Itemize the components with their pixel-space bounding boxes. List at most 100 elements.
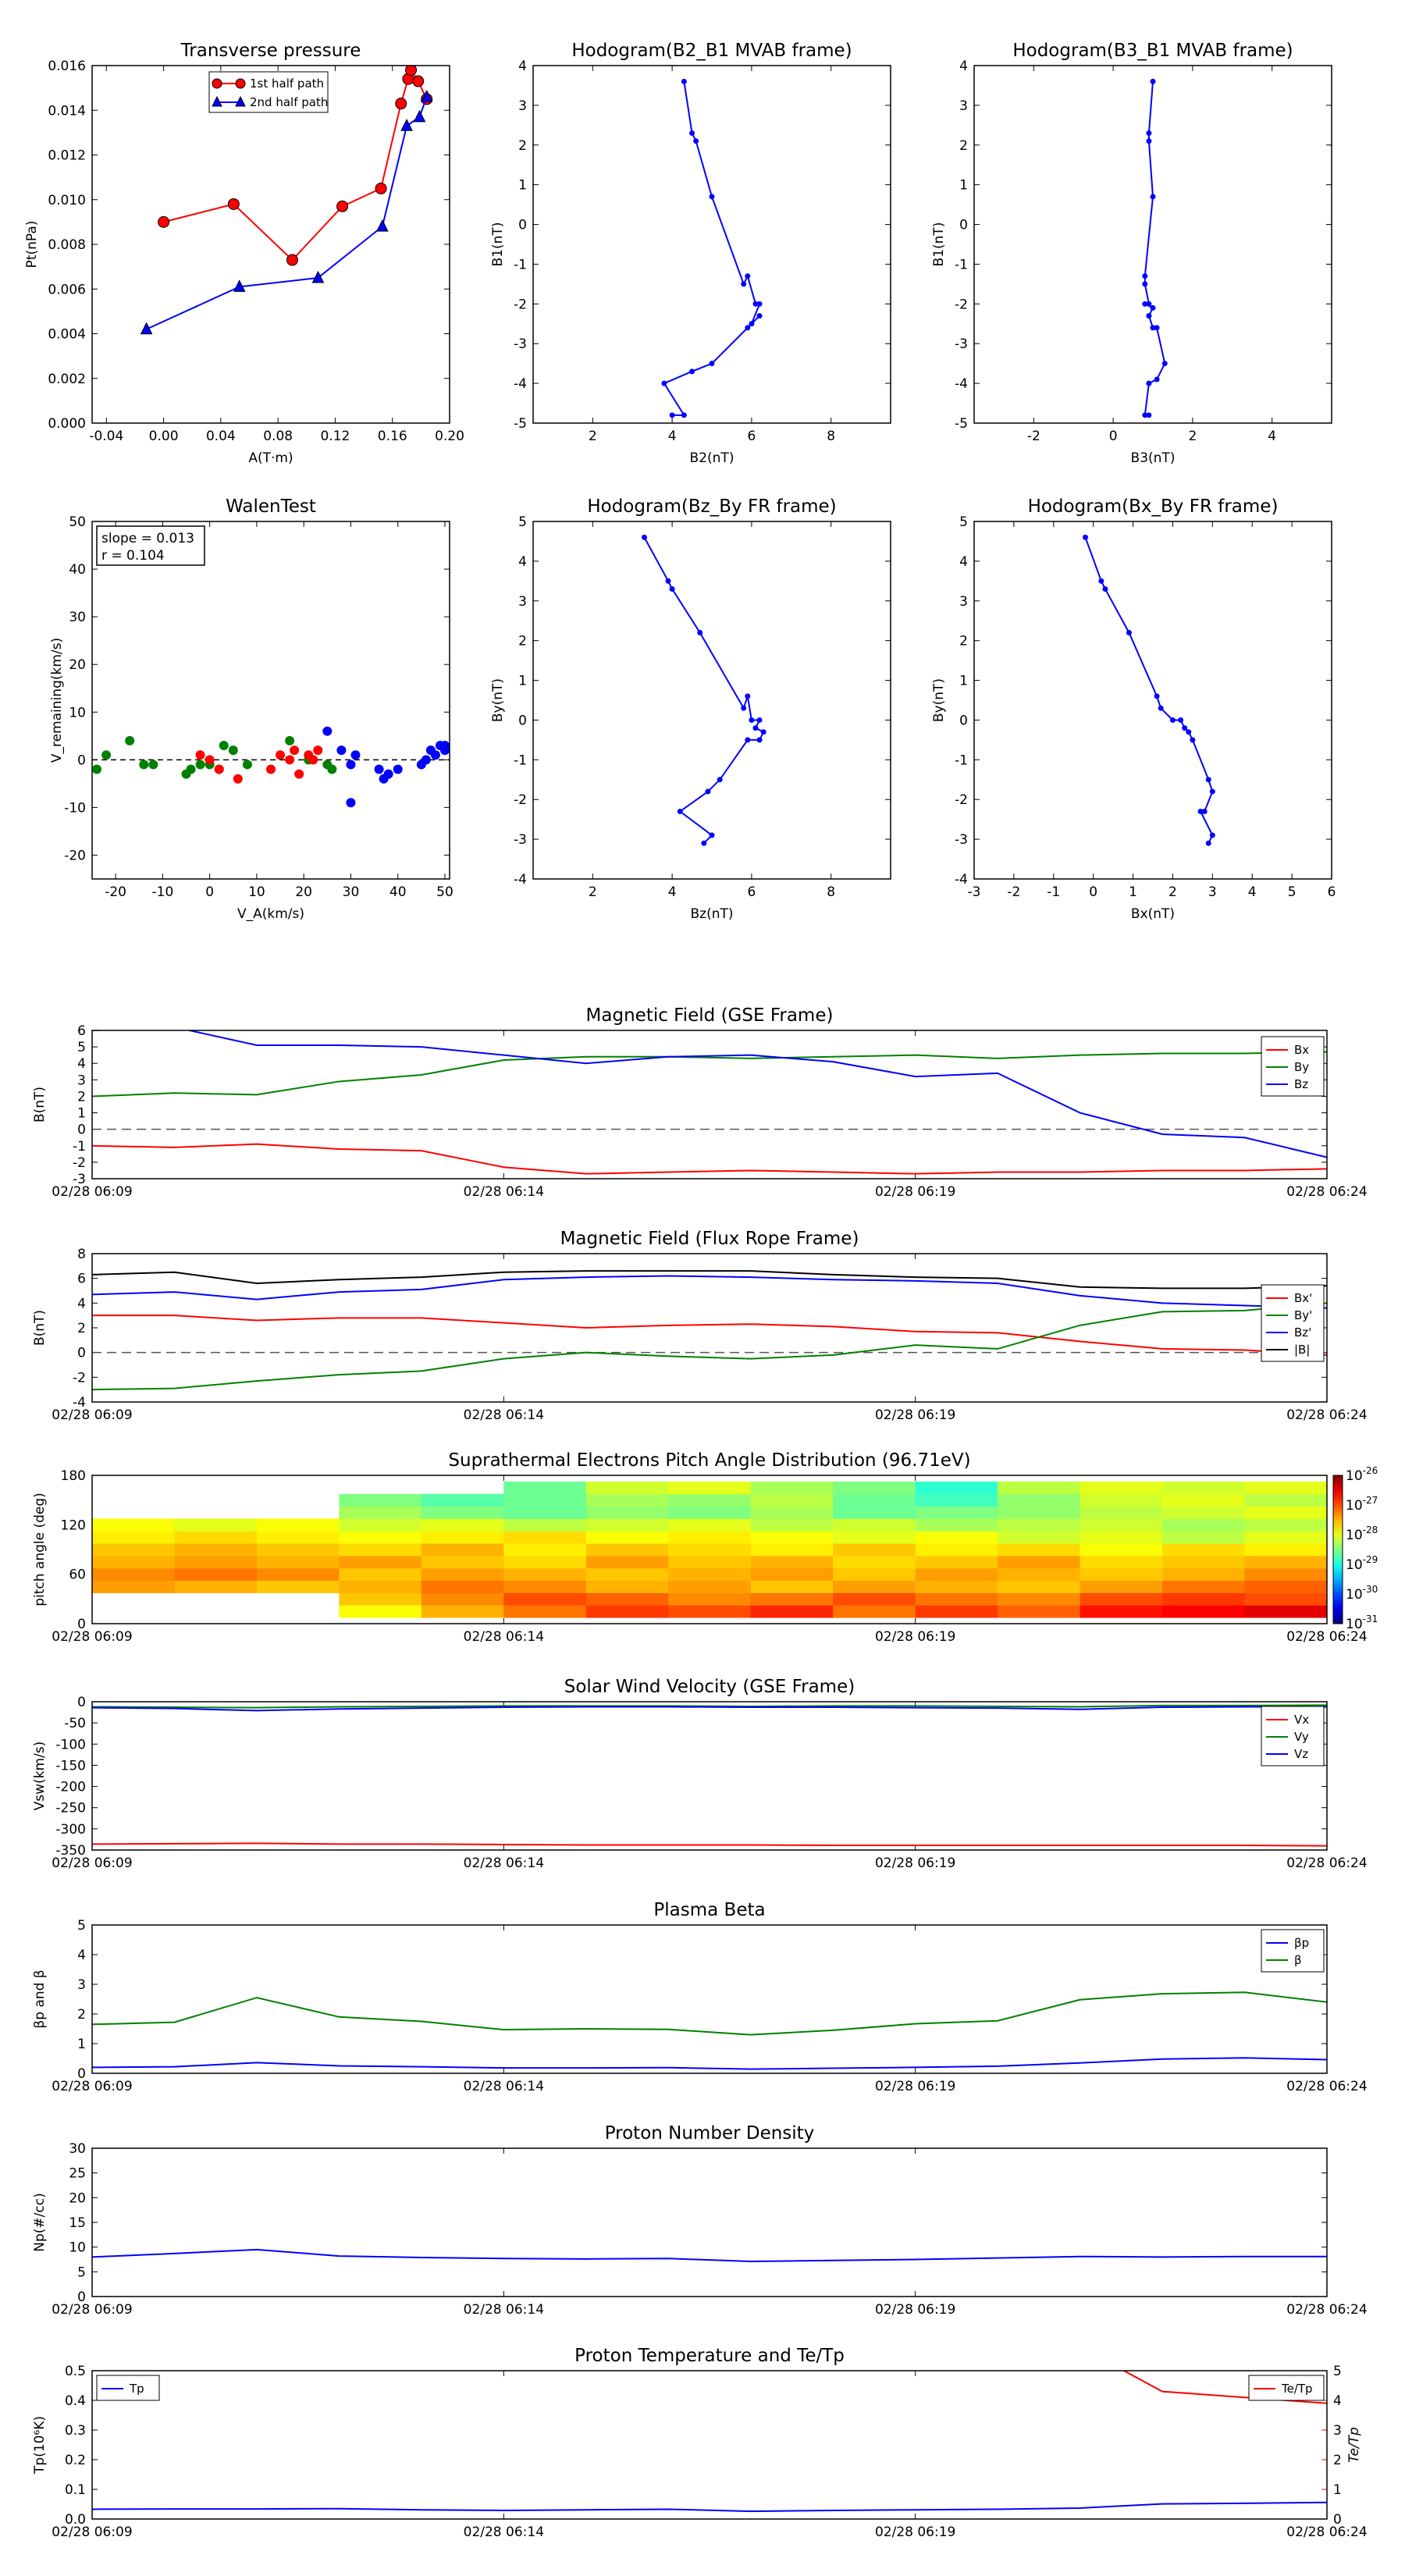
legend-label: By' [1294, 1308, 1312, 1322]
heatmap-cell [915, 1506, 998, 1519]
chart-title: Hodogram(Bz_By FR frame) [587, 496, 836, 517]
x-tick-label: 3 [1208, 884, 1217, 900]
heatmap-cell [503, 1481, 587, 1495]
y-tick-label: 0 [77, 1617, 86, 1632]
chart-title: Solar Wind Velocity (GSE Frame) [564, 1677, 855, 1697]
colorbar-tick-label: 10-26 [1346, 1465, 1378, 1484]
y-tick-label: 0 [77, 753, 86, 768]
y2-tick-label: 3 [1333, 2423, 1342, 2439]
data-point [1082, 534, 1088, 540]
data-point [665, 578, 671, 584]
y2-tick-label: 5 [1333, 2364, 1342, 2379]
panel-0: Transverse pressure -0.04 0.00 0.04 0.08 0.12… [24, 41, 464, 466]
heatmap-cell [256, 1580, 340, 1593]
scatter-point [285, 735, 295, 745]
heatmap-cell [339, 1555, 422, 1569]
y-tick-label: 0.5 [65, 2364, 86, 2379]
heatmap-cell [503, 1567, 587, 1582]
y-axis-label: B(nT) [32, 1087, 48, 1123]
y-tick-label: 30 [69, 2141, 86, 2157]
heatmap-cell [1162, 1543, 1246, 1557]
x-tick-label: 02/28 06:09 [52, 1184, 132, 1200]
scatter-point [205, 755, 215, 765]
y-tick-label: 4 [77, 1056, 86, 1072]
y-axis-label: Np(#/cc) [32, 2193, 48, 2251]
heatmap-cell [503, 1543, 587, 1557]
heatmap-cell [1162, 1605, 1246, 1618]
y-tick-label: 0 [518, 218, 527, 233]
x-tick-label: 02/28 06:19 [875, 2079, 955, 2094]
x-tick-label: 5 [1288, 884, 1297, 900]
data-point [1205, 777, 1211, 783]
data-point [376, 219, 389, 232]
heatmap-cell [585, 1493, 669, 1507]
heatmap-cell [668, 1531, 752, 1544]
x-tick-label: 02/28 06:14 [464, 2079, 544, 2094]
data-point [1142, 273, 1148, 279]
heatmap-cell [421, 1506, 504, 1519]
y-tick-label: -3 [514, 832, 527, 848]
heatmap-cell [1162, 1481, 1246, 1495]
data-point [1205, 840, 1211, 846]
plot-area [92, 2371, 1327, 2513]
plot-area [661, 78, 763, 418]
chart-title: Hodogram(B2_B1 MVAB frame) [571, 41, 852, 61]
scatter-point [195, 760, 205, 770]
heatmap-cell [174, 1531, 258, 1544]
y-tick-label: 20 [69, 2190, 86, 2206]
x-tick-label: 02/28 06:14 [464, 1184, 544, 1200]
y-tick-label: -2 [73, 1155, 86, 1171]
panel-1: Hodogram(B2_B1 MVAB frame) 2 4 6 8 -5 -4 -3 -2 -1… [490, 41, 891, 466]
plot-area [140, 66, 433, 335]
y-tick-label: -2 [955, 297, 968, 312]
heatmap-cell [1244, 1555, 1327, 1569]
scatter-point [290, 745, 300, 756]
panel-3: WalenTest -20 -10 0 10 20 30 40 50 -20 -10 0 10 20 30 4… [49, 496, 454, 922]
data-point [745, 273, 751, 279]
y-tick-label: 4 [518, 59, 527, 74]
heatmap-cell [1244, 1493, 1327, 1507]
heatmap-cell [92, 1567, 175, 1582]
y-tick-label: 1 [518, 178, 527, 194]
y-tick-label: 40 [69, 562, 86, 578]
y-tick-label: -3 [73, 1172, 86, 1187]
plot-frame [91, 1924, 1328, 2074]
x-tick-label: 0 [1089, 884, 1097, 900]
annotation-box [96, 525, 205, 566]
legend-label: Vy [1294, 1730, 1309, 1744]
heatmap-cell [585, 1567, 669, 1582]
y-axis-label: By(nT) [931, 678, 947, 722]
y-axis-label: Pt(nPa) [24, 221, 40, 269]
data-point [681, 78, 687, 84]
heatmap-cell [915, 1592, 998, 1606]
heatmap-cell [585, 1518, 669, 1532]
x-tick-label: 02/28 06:19 [875, 1184, 955, 1200]
y-tick-label: 180 [61, 1468, 86, 1484]
legend-label: 1st half path [250, 76, 324, 91]
plot-frame [91, 65, 450, 424]
y-tick-label: -4 [955, 872, 968, 888]
x-tick-label: 02/28 06:24 [1286, 1184, 1367, 1200]
heatmap-cell [1162, 1518, 1246, 1532]
data-point [1182, 725, 1188, 731]
x-tick-label: 02/28 06:24 [1286, 1629, 1367, 1645]
data-point [756, 313, 763, 319]
y-tick-label: -10 [64, 800, 86, 816]
scatter-point [276, 750, 286, 760]
series-line [92, 1704, 1327, 1709]
heatmap-cell [998, 1543, 1081, 1557]
y-axis-label: B(nT) [32, 1310, 48, 1346]
y-tick-label: 2 [77, 2007, 86, 2023]
scatter-point [228, 745, 238, 756]
heatmap-cell [915, 1605, 998, 1618]
plot-area [1142, 78, 1168, 418]
scatter-point [346, 798, 356, 808]
data-point [745, 737, 751, 743]
x-tick-label: 02/28 06:14 [464, 1407, 544, 1423]
y-tick-label: 5 [77, 1918, 86, 1934]
plot-frame [973, 65, 1332, 424]
x-tick-label: 0 [1109, 429, 1118, 444]
heatmap-cell [421, 1592, 504, 1606]
x-tick-label: 02/28 06:09 [52, 1407, 132, 1423]
